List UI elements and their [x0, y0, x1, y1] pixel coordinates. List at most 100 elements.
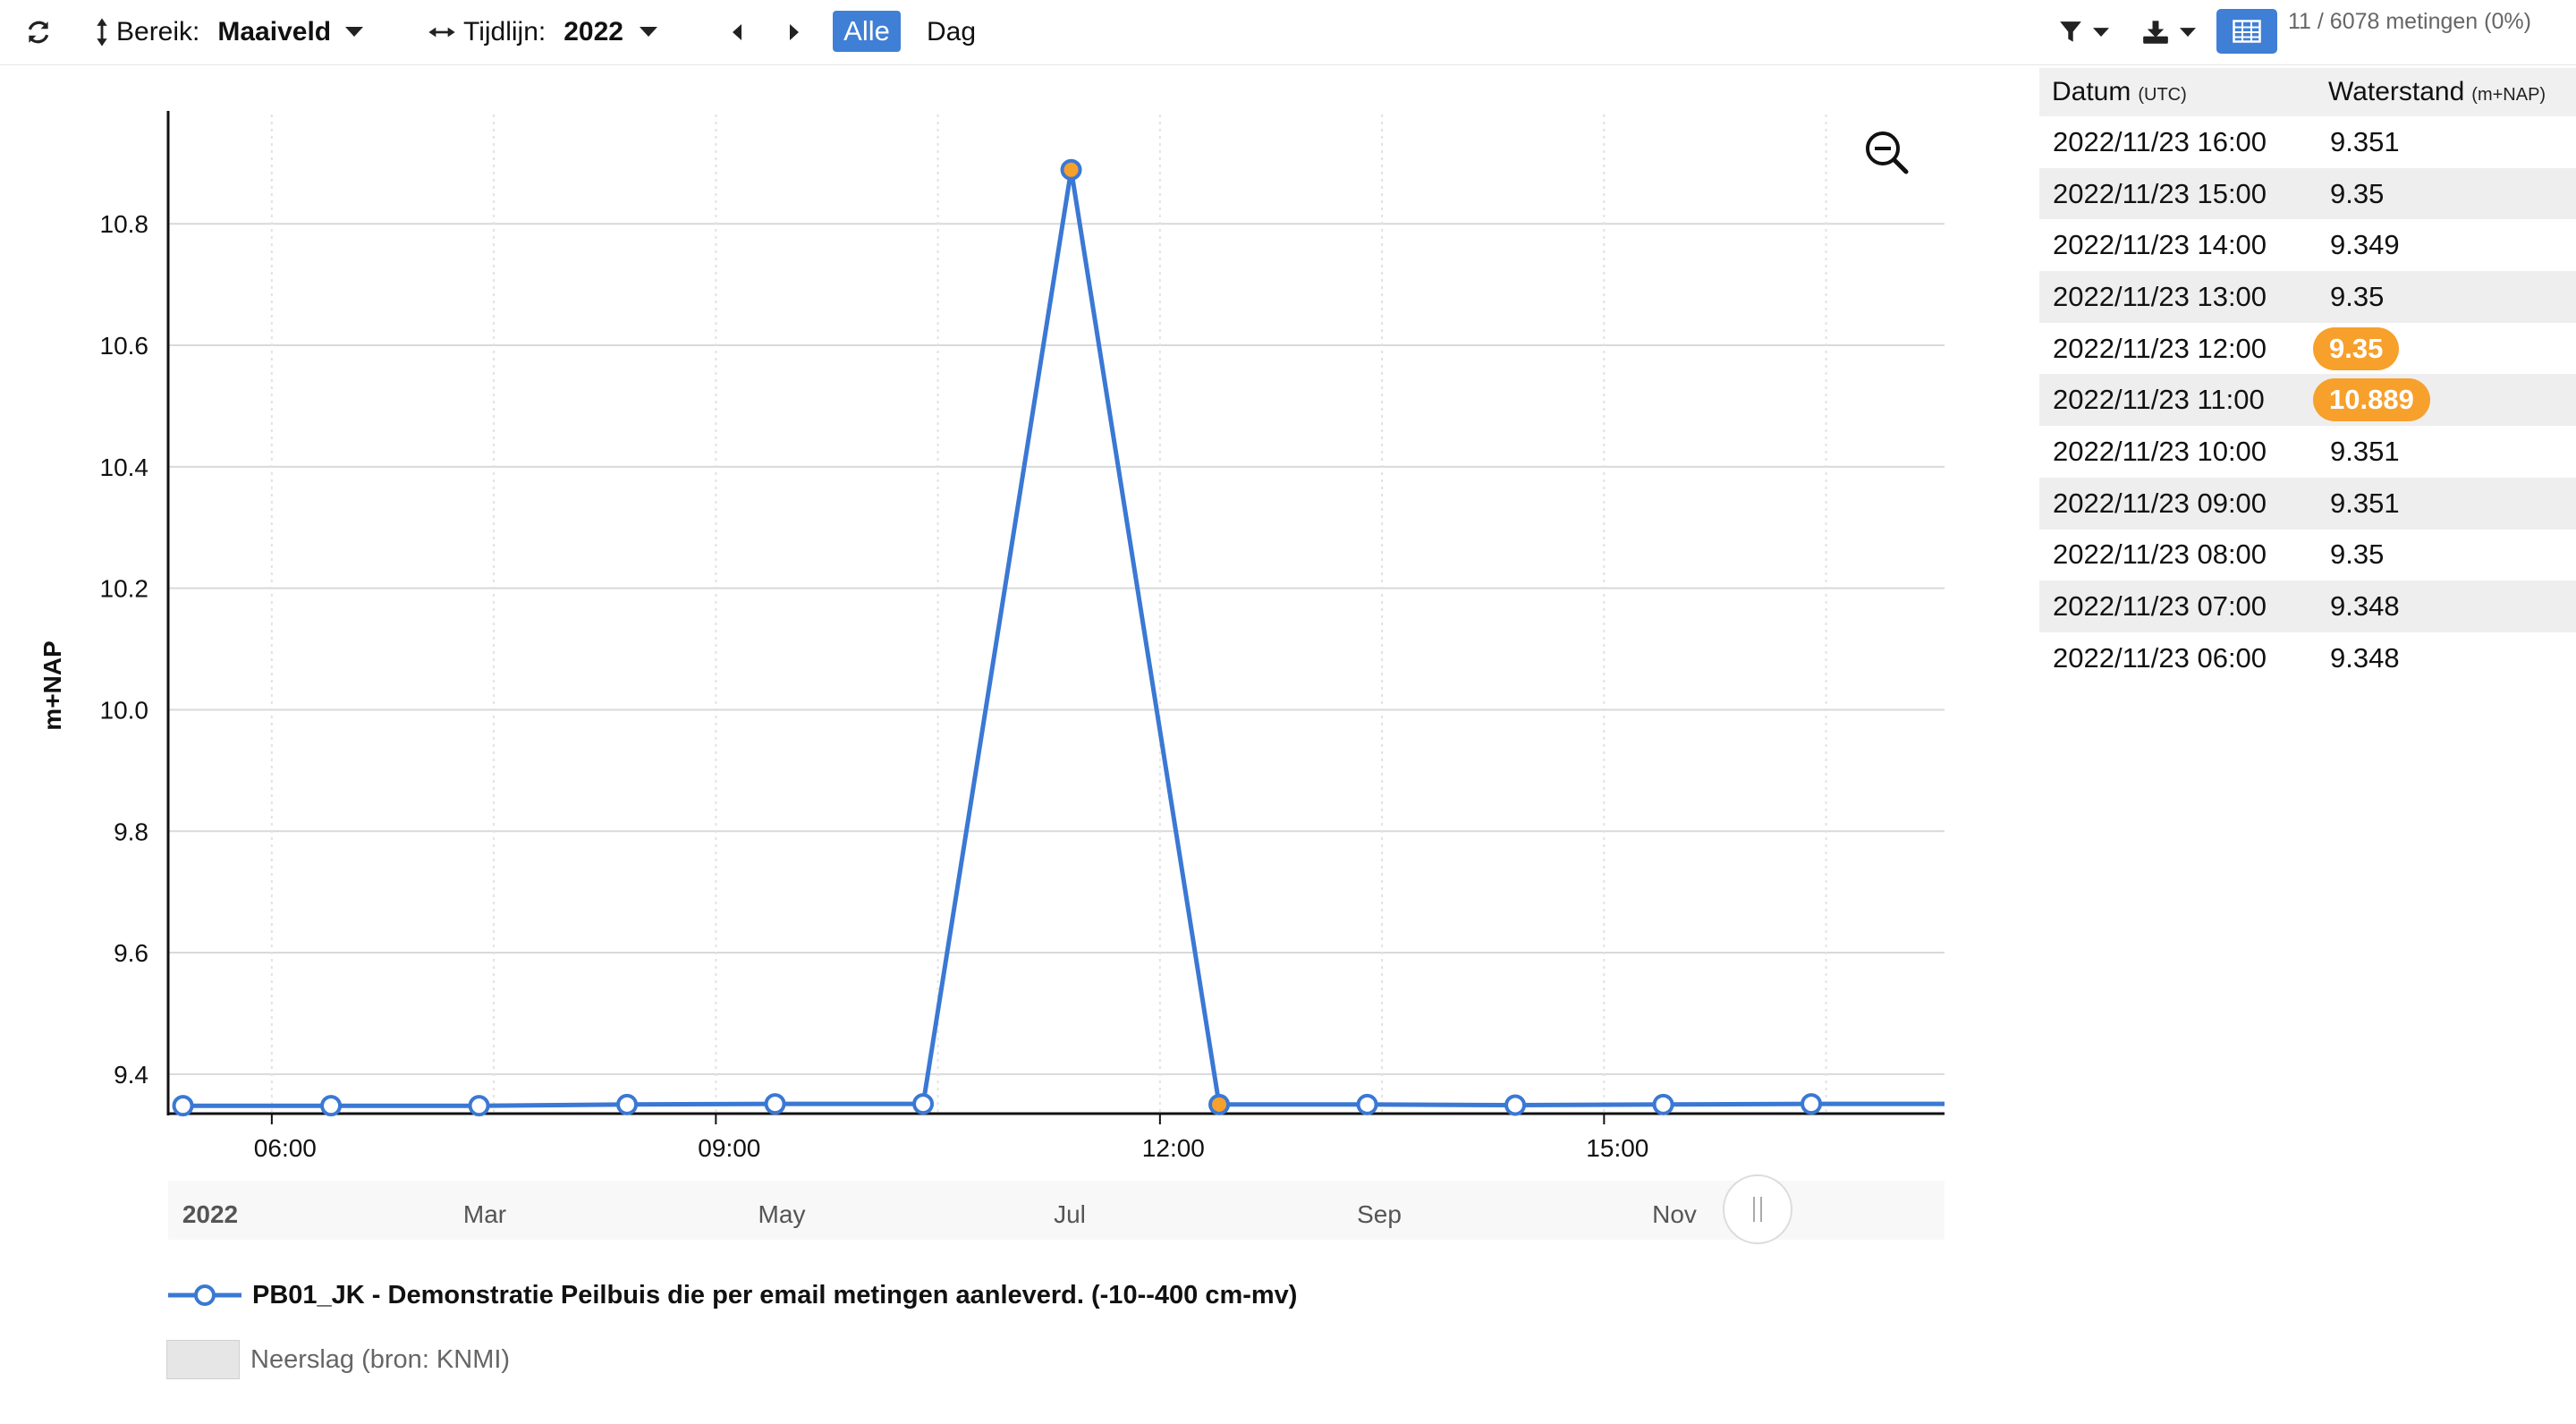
- row-value: 9.349: [2330, 229, 2400, 261]
- filter-icon: [2060, 21, 2081, 42]
- table-toggle-button[interactable]: [2216, 9, 2277, 54]
- navigator-label: 2022: [182, 1200, 238, 1228]
- refresh-button[interactable]: [25, 0, 52, 64]
- x-tick-label: 06:00: [254, 1134, 317, 1162]
- row-date: 2022/11/23 16:00: [2053, 125, 2267, 157]
- table-row[interactable]: 2022/11/23 14:00 9.349: [2039, 219, 2576, 271]
- y-tick-label: 10.8: [100, 210, 149, 238]
- data-point[interactable]: [1356, 1093, 1378, 1115]
- y-tick-label: 9.8: [114, 818, 148, 845]
- download-icon: [2143, 21, 2168, 44]
- table-header: Datum (UTC) Waterstand (m+NAP): [2039, 68, 2576, 116]
- data-point[interactable]: [468, 1095, 490, 1117]
- row-value: 9.351: [2330, 125, 2400, 157]
- axes: 9.4 9.6 9.8 10.0 10.2 10.4 10.6 10.8 06:00 09:00 1…: [38, 111, 1945, 1162]
- row-date: 2022/11/23 14:00: [2053, 229, 2267, 261]
- x-tick-label: 15:00: [1586, 1134, 1648, 1162]
- row-value: 9.35: [2330, 538, 2385, 571]
- horizontal-arrows-icon: [428, 27, 455, 38]
- bereik-value: Maaiveld: [217, 17, 332, 47]
- vertical-arrows-icon: [97, 18, 107, 47]
- legend-rain-swatch: [166, 1340, 240, 1379]
- filter-dropdown[interactable]: [2059, 0, 2109, 64]
- toolbar: Bereik: Maaiveld Tijdlijn: 2022 Alle Dag: [0, 0, 2576, 65]
- table-icon: [2233, 20, 2261, 43]
- water-level-chart[interactable]: 9.4 9.6 9.8 10.0 10.2 10.4 10.6 10.8 06:00 09:00 1…: [0, 72, 2004, 1270]
- legend-rain-item[interactable]: Neerslag (bron: KNMI): [166, 1340, 510, 1379]
- data-point[interactable]: [1504, 1094, 1527, 1116]
- row-value-highlighted: 10.889: [2313, 374, 2430, 426]
- value-badge: 9.35: [2313, 326, 2400, 370]
- legend-series-label: PB01_JK - Demonstratie Peilbuis die per …: [252, 1280, 1298, 1310]
- caret-down-icon: [2180, 27, 2196, 37]
- bereik-label: Bereik:: [116, 17, 200, 47]
- series-line[interactable]: [172, 158, 1945, 1117]
- y-axis-title: m+NAP: [38, 640, 66, 730]
- legend-series-item[interactable]: PB01_JK - Demonstratie Peilbuis die per …: [166, 1274, 1297, 1317]
- data-point[interactable]: [1801, 1093, 1823, 1115]
- y-tick-label: 10.4: [100, 453, 149, 481]
- table-row[interactable]: 2022/11/23 07:00 9.348: [2039, 581, 2576, 632]
- navigator-handle[interactable]: [1723, 1174, 1792, 1244]
- data-point[interactable]: [1652, 1093, 1674, 1115]
- navigator-background[interactable]: [168, 1181, 1945, 1240]
- refresh-icon: [28, 21, 49, 44]
- row-date: 2022/11/23 11:00: [2053, 384, 2265, 416]
- alle-button[interactable]: Alle: [833, 11, 901, 52]
- highlighted-data-point[interactable]: [1208, 1093, 1231, 1115]
- data-point[interactable]: [764, 1093, 786, 1115]
- tijdlijn-label: Tijdlijn:: [463, 17, 547, 47]
- date-column-header[interactable]: Datum (UTC): [2052, 68, 2187, 116]
- navigator-label: May: [758, 1200, 806, 1228]
- caret-left-icon: [733, 24, 741, 40]
- date-header-label: Datum: [2052, 77, 2131, 106]
- data-point[interactable]: [320, 1095, 343, 1117]
- legend-rain-label: Neerslag (bron: KNMI): [250, 1344, 511, 1374]
- table-row[interactable]: 2022/11/23 10:00 9.351: [2039, 426, 2576, 478]
- row-value: 9.35: [2330, 177, 2385, 209]
- zoom-out-button[interactable]: [1866, 131, 1909, 174]
- data-point[interactable]: [912, 1093, 935, 1115]
- caret-down-icon: [2093, 27, 2109, 37]
- table-row[interactable]: 2022/11/23 09:00 9.351: [2039, 477, 2576, 530]
- y-tick-label: 9.6: [114, 939, 148, 967]
- row-value: 9.348: [2330, 641, 2400, 674]
- series-path[interactable]: [182, 167, 1945, 1108]
- row-value: 9.351: [2330, 487, 2400, 519]
- data-point[interactable]: [616, 1093, 639, 1115]
- row-date: 2022/11/23 13:00: [2053, 280, 2267, 312]
- zoom-out-icon-handle: [1892, 157, 1909, 174]
- table-row[interactable]: 2022/11/23 12:00 9.35: [2039, 323, 2576, 375]
- table-row[interactable]: 2022/11/23 13:00 9.35: [2039, 271, 2576, 323]
- row-date: 2022/11/23 15:00: [2053, 177, 2267, 209]
- row-date: 2022/11/23 06:00: [2053, 641, 2267, 674]
- next-button[interactable]: [789, 0, 800, 64]
- tijdlijn-dropdown[interactable]: Tijdlijn: 2022: [428, 0, 657, 64]
- range-navigator[interactable]: 2022 Mar May Jul Sep Nov: [168, 1174, 1945, 1244]
- data-point[interactable]: [172, 1095, 194, 1117]
- value-header-unit: (m+NAP): [2471, 84, 2546, 105]
- row-value: 9.351: [2330, 435, 2400, 467]
- previous-button[interactable]: [732, 0, 742, 64]
- table-row[interactable]: 2022/11/23 11:00 10.889: [2039, 374, 2576, 427]
- highlighted-data-point[interactable]: [1060, 158, 1082, 181]
- row-date: 2022/11/23 10:00: [2053, 435, 2267, 467]
- value-column-header[interactable]: Waterstand (m+NAP): [2328, 68, 2546, 116]
- row-value-highlighted: 9.35: [2313, 323, 2400, 375]
- x-tick-label: 12:00: [1142, 1134, 1205, 1162]
- bereik-dropdown[interactable]: Bereik: Maaiveld: [95, 0, 364, 64]
- table-row[interactable]: 2022/11/23 15:00 9.35: [2039, 167, 2576, 220]
- legend-series-marker: [168, 1284, 242, 1306]
- table-row[interactable]: 2022/11/23 16:00 9.351: [2039, 116, 2576, 168]
- table-row[interactable]: 2022/11/23 06:00 9.348: [2039, 632, 2576, 684]
- measurements-table: Datum (UTC) Waterstand (m+NAP) 2022/11/2…: [2039, 68, 2576, 684]
- navigator-label: Sep: [1357, 1200, 1402, 1228]
- row-value: 9.348: [2330, 590, 2400, 623]
- measurement-count: 11 / 6078 metingen (0%): [2288, 9, 2531, 34]
- navigator-label: Nov: [1652, 1200, 1697, 1228]
- dag-button[interactable]: Dag: [927, 17, 977, 47]
- table-row[interactable]: 2022/11/23 08:00 9.35: [2039, 530, 2576, 581]
- caret-down-icon: [640, 27, 657, 37]
- download-dropdown[interactable]: [2142, 0, 2196, 64]
- y-tick-label: 10.2: [100, 575, 149, 603]
